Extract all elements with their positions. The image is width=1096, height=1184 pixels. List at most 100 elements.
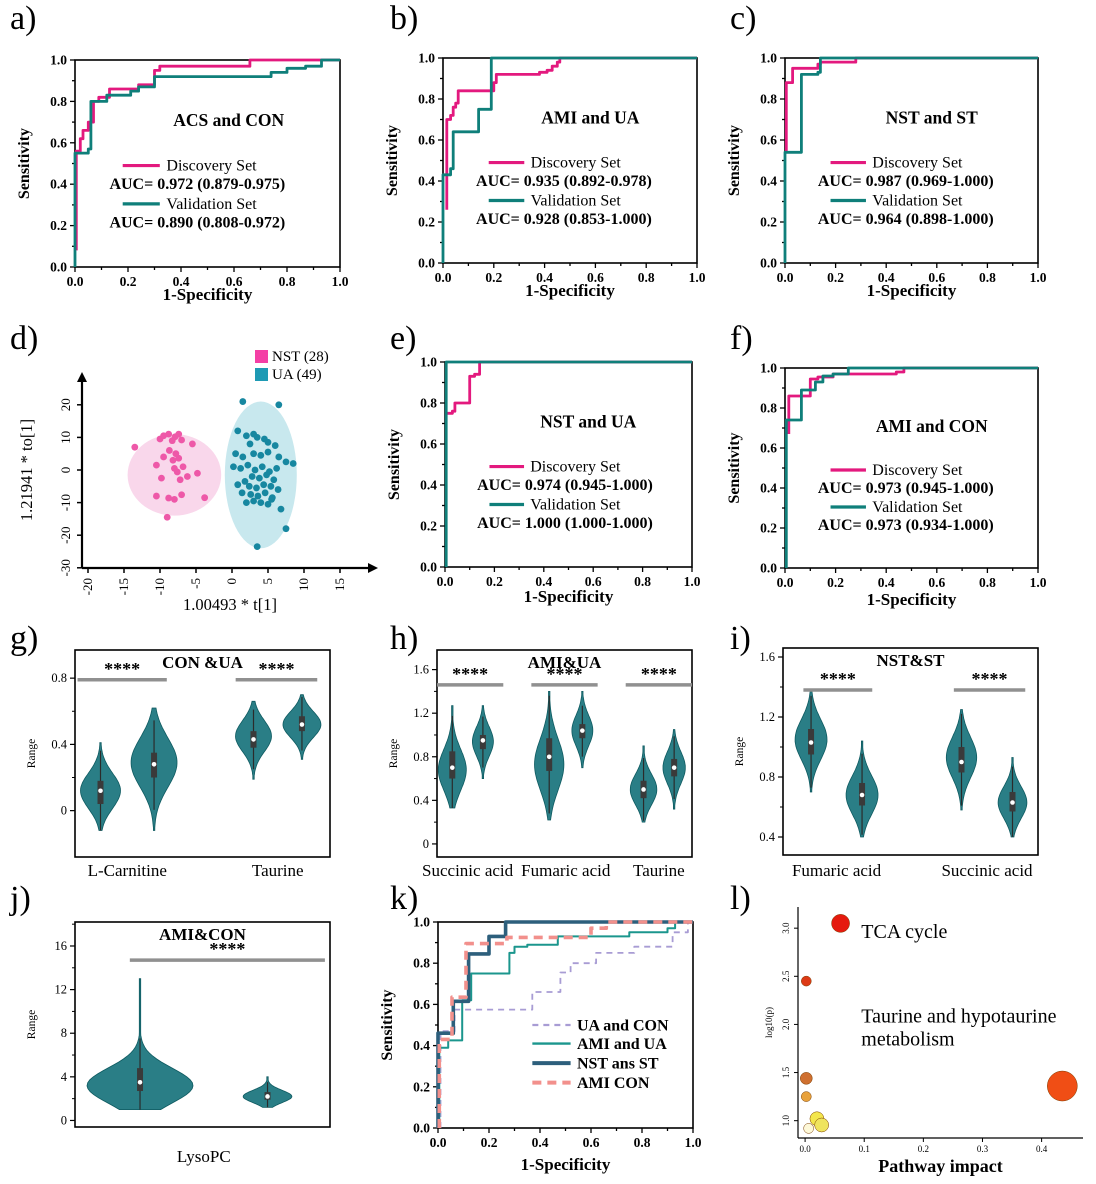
category-label: Taurine xyxy=(252,861,304,880)
roc-curve-discovery-set xyxy=(447,360,692,415)
x-axis-label: 1-Specificity xyxy=(867,590,957,609)
x-tick-label: 0.4 xyxy=(878,575,895,590)
y-tick-label: 0.6 xyxy=(420,437,437,452)
x-tick-label: 0.0 xyxy=(799,1144,811,1154)
panel-l: l) 0.0 0.1 0.2 0.3 0.4 1.0 1.5 2.0 2.5 3.0 Pathway… xyxy=(720,880,1096,1184)
scatter-point-nst xyxy=(175,454,183,462)
x-tick-label: -20 xyxy=(80,578,95,595)
x-tick-label: 0.0 xyxy=(435,270,452,285)
x-tick-label: -10 xyxy=(152,578,167,595)
x-tick-label: 0.2 xyxy=(918,1144,929,1154)
scatter-point-ua xyxy=(243,432,250,440)
y-tick-label: 0 xyxy=(423,837,429,851)
legend-label: UA (49) xyxy=(272,367,322,383)
significance-stars: **** xyxy=(452,664,488,684)
panel-d-chart: -20 -15 -10 -5 0 5 10 15 -30 -20 -10 0 10 20 1.00493 *… xyxy=(0,320,380,620)
y-tick-label: -30 xyxy=(58,559,73,576)
y-tick-label: 2.5 xyxy=(781,970,791,982)
violin-box xyxy=(449,751,456,779)
y-axis-label: Sensitivity xyxy=(726,125,743,196)
x-tick-label: 0.2 xyxy=(120,274,137,289)
x-tick-label: 0.8 xyxy=(979,575,996,590)
x-axis-label: Pathway impact xyxy=(878,1156,1003,1176)
y-tick-label: 0.0 xyxy=(413,1121,430,1136)
x-tick-label: 15 xyxy=(332,578,347,591)
y-axis-label: Range xyxy=(26,1010,38,1039)
panel-b: b) 0.0 0.0 0.2 0.2 0.4 0.4 0.6 0.6 0.8 0.8 1.0 1.0 1… xyxy=(380,0,720,320)
panel-f: f) 0.0 0.0 0.2 0.2 0.4 0.4 0.6 0.6 0.8 0.8 1.0 1.0 1… xyxy=(720,320,1096,620)
auc-value: AUC= 0.974 (0.945-1.000) xyxy=(477,477,653,494)
y-tick-label: 0.4 xyxy=(420,478,437,493)
scatter-point-ua xyxy=(232,450,240,458)
scatter-point-ua xyxy=(277,505,285,513)
violin-median-dot xyxy=(959,759,964,765)
significance-stars: **** xyxy=(104,659,140,679)
y-tick-label: 0 xyxy=(61,1113,67,1127)
roc-curve-validation-set xyxy=(441,56,697,263)
scatter-point-nst xyxy=(179,463,187,471)
category-label: Succinic acid xyxy=(422,861,514,880)
x-tick-label: 0.2 xyxy=(485,270,502,285)
pathway-bubble xyxy=(800,1072,813,1085)
pathway-annotation: TCA cycle xyxy=(861,921,947,943)
violin-box xyxy=(137,1068,144,1092)
scatter-point-ua xyxy=(264,448,272,456)
pathway-bubble xyxy=(801,1091,812,1102)
scatter-point-nst xyxy=(171,495,178,503)
scatter-point-ua xyxy=(254,492,262,500)
scatter-point-ua xyxy=(264,438,272,446)
scatter-point-ua xyxy=(239,453,247,461)
scatter-point-ua xyxy=(264,500,272,508)
auc-value: AUC= 1.000 (1.000-1.000) xyxy=(477,515,653,532)
y-axis-label: Sensitivity xyxy=(726,432,743,503)
scatter-point-ua xyxy=(243,499,250,506)
scatter-point-ua xyxy=(261,489,269,497)
scatter-point-ua xyxy=(247,491,255,498)
violin-median-dot xyxy=(450,765,455,770)
legend-swatch xyxy=(255,368,268,381)
legend-label: Validation Set xyxy=(166,196,257,213)
scatter-point-nst xyxy=(201,494,209,502)
y-tick-label: 1.0 xyxy=(413,915,430,930)
panel-title: CON &UA xyxy=(162,653,243,672)
scatter-point-ua xyxy=(234,427,242,435)
scatter-point-ua xyxy=(251,466,259,474)
legend-label: AMI and UA xyxy=(577,1036,667,1053)
y-axis-label: Sensitivity xyxy=(16,128,33,199)
auc-value: AUC= 0.935 (0.892-0.978) xyxy=(476,173,652,190)
y-tick-label: 0.6 xyxy=(418,133,435,148)
legend-label: NST (28) xyxy=(272,349,329,365)
x-tick-label: 0.6 xyxy=(226,274,243,289)
scatter-point-nst xyxy=(158,474,165,482)
panel-title: NST&ST xyxy=(876,651,945,670)
roc-curve-discovery-set xyxy=(784,56,1038,153)
panel-e-chart: 0.0 0.0 0.2 0.2 0.4 0.4 0.6 0.6 0.8 0.8 1.0 1.0 1-Sp… xyxy=(380,320,720,620)
scatter-point-nst xyxy=(163,513,171,521)
y-tick-label: 1.5 xyxy=(781,1066,791,1078)
y-tick-label: 0 xyxy=(58,467,73,474)
category-label: L-Carnitine xyxy=(88,861,167,880)
scatter-point-ua xyxy=(289,460,297,467)
legend-label: Validation Set xyxy=(872,192,963,209)
x-tick-label: 0.2 xyxy=(827,575,844,590)
violin-median-dot xyxy=(299,722,305,727)
y-axis-label: Sensitivity xyxy=(384,125,401,196)
category-label: Fumaric acid xyxy=(792,861,882,880)
violin-median-dot xyxy=(641,787,646,792)
x-tick-label: 0.4 xyxy=(532,1135,549,1150)
x-tick-label: 0.2 xyxy=(827,270,844,285)
x-tick-label: 0.1 xyxy=(859,1144,870,1154)
y-tick-label: 0.0 xyxy=(420,560,437,575)
panel-a: a) 0.0 0.0 0.2 0.2 0.4 0.4 0.6 0.6 0.8 0.8 1.0 1.0 1… xyxy=(0,0,380,320)
x-tick-label: 0.8 xyxy=(979,270,996,285)
panel-h-letter: h) xyxy=(390,620,419,657)
legend-label: Discovery Set xyxy=(872,155,963,172)
y-tick-label: 4 xyxy=(61,1070,68,1084)
scatter-point-nst xyxy=(176,476,184,484)
panel-k-chart: 0.0 0.0 0.2 0.2 0.4 0.4 0.6 0.6 0.8 0.8 1.0 1.0 1-Sp… xyxy=(379,880,720,1184)
panel-c-chart: 0.0 0.0 0.2 0.2 0.4 0.4 0.6 0.6 0.8 0.8 1.0 1.0 1-Sp… xyxy=(720,0,1096,320)
scatter-point-ua xyxy=(274,486,282,493)
y-tick-label: 0.2 xyxy=(413,1079,430,1094)
scatter-point-ua xyxy=(250,497,257,505)
x-tick-label: 0.2 xyxy=(486,574,503,589)
